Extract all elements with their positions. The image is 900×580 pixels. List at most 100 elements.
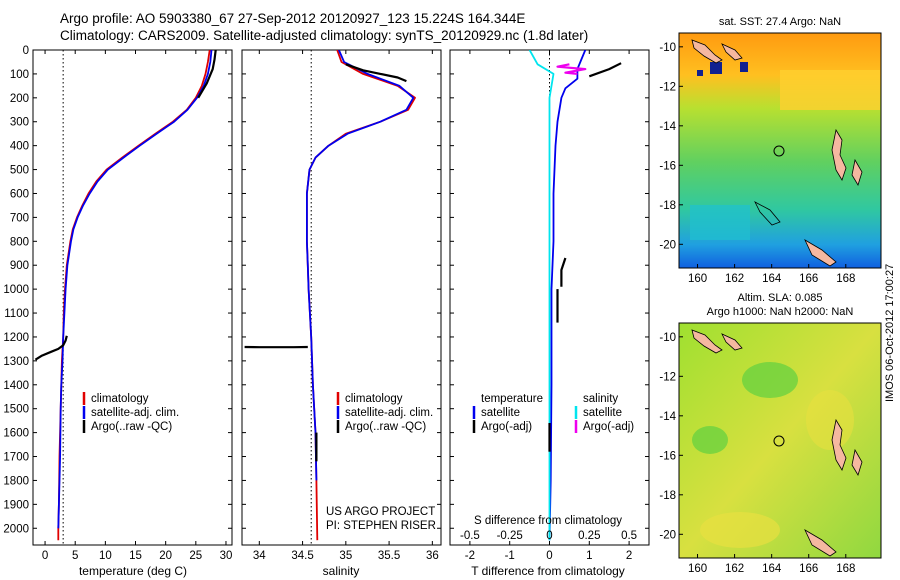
plot-title-line-2: Climatology: CARS2009. Satellite-adjuste… [60,28,589,43]
legend-temperature-argo: Argo(-adj) [481,421,532,433]
legend-satellite-adj: satellite-adj. clim. [91,407,179,419]
salinity-x-tick-label: 35 [339,550,352,562]
sst-dark-pixels [740,62,748,72]
depth-tick-label: 1900 [3,499,29,511]
sst-warm-patch [780,70,880,110]
salinity-legend: climatology satellite-adj. clim. Argo(..… [326,392,436,532]
temperature-x-tick-label: 10 [99,550,112,562]
sla-low-patch [742,362,798,398]
difference-s-tick-label: -0.5 [460,530,480,542]
temperature-series-line [57,50,213,529]
temperature-x-tick-label: 0 [42,550,48,562]
sst-dark-pixels [710,62,722,74]
temperature-panel [32,49,233,546]
coastline [721,43,743,61]
sla-map-title-line-1: Altim. SLA: 0.085 [738,292,823,304]
salinity-x-tick-label: 34 [253,550,266,562]
coastline [831,128,847,181]
depth-tick-label: 500 [10,165,29,177]
difference-xlabel-top: S difference from climatology [474,515,622,527]
depth-tick-label: 1100 [4,308,29,320]
coastline [721,333,743,351]
coastline [831,418,847,471]
depth-tick-label: 2000 [3,523,29,535]
difference-xlabel: T difference from climatology [471,564,625,578]
map-lon-tick-label: 162 [725,273,744,285]
coastline [804,239,837,267]
map-lat-tick-label: -10 [659,332,676,344]
map-lat-tick-label: -20 [659,239,676,251]
temperature-series-line [197,50,217,99]
temperature-x-tick-label: 15 [129,550,142,562]
map-lat-tick-label: -16 [659,450,676,462]
map-lon-tick-label: 166 [799,273,818,285]
coastline [804,529,837,557]
difference-series-line [588,62,622,78]
sst-map [678,32,882,269]
map-lat-tick-label: -16 [659,160,676,172]
argo-position-marker [773,145,785,157]
legend-salinity-argo: Argo(-adj) [583,421,634,433]
difference-series-line [560,257,567,287]
depth-tick-label: 700 [10,212,29,224]
map-lon-tick-label: 168 [836,273,855,285]
sst-map-title: sat. SST: 27.4 Argo: NaN [719,16,841,28]
depth-tick-label: 100 [10,69,29,81]
legend-salinity-satellite: satellite [583,407,622,419]
sla-high-patch [700,512,780,548]
difference-legend: temperature satellite Argo(-adj) salinit… [472,393,634,433]
salinity-x-tick-label: 34.5 [291,550,313,562]
map-lat-tick-label: -12 [659,371,676,383]
legend-climatology: climatology [91,393,149,405]
salinity-series-line [305,50,415,481]
map-lon-tick-label: 160 [688,563,707,575]
sla-high-patch [806,390,854,450]
depth-tick-label: 400 [10,141,29,153]
map-lon-tick-label: 164 [762,563,782,575]
difference-series-line [556,63,587,75]
map-lon-tick-label: 168 [836,563,855,575]
difference-x-tick-label: 0 [546,550,552,562]
sst-map-frame [678,32,882,269]
legend-group-salinity: salinity [583,393,618,405]
temperature-legend: climatology satellite-adj. clim. Argo(..… [82,392,179,433]
legend-argo: Argo(..raw -QC) [91,421,172,433]
plot-title-line-1: Argo profile: AO 5903380_67 27-Sep-2012 … [60,11,526,26]
sst-cool-patch [690,205,750,240]
temperature-x-tick-label: 5 [72,550,78,562]
map-lon-tick-label: 160 [688,273,707,285]
difference-s-tick-label: 0.5 [621,530,637,542]
legend-satellite-adj: satellite-adj. clim. [345,407,433,419]
coastline [851,158,863,186]
legend-argo: Argo(..raw -QC) [345,421,426,433]
sla-map-title-line-2: Argo h1000: NaN h2000: NaN [707,306,854,318]
depth-tick-label: 1800 [3,475,29,487]
salinity-x-tick-label: 35.5 [378,550,400,562]
depth-tick-label: 1700 [3,452,29,464]
legend-group-temperature: temperature [481,393,543,405]
map-lon-tick-label: 162 [725,563,744,575]
salinity-series-line [305,50,416,541]
map-lat-tick-label: -14 [659,411,676,423]
temperature-x-tick-label: 30 [220,550,233,562]
depth-tick-label: 1200 [3,332,29,344]
salinity-x-tick-label: 36 [426,550,439,562]
map-lat-tick-label: -18 [659,490,676,502]
difference-s-tick-label: 0.25 [578,530,600,542]
salinity-series-line [345,63,407,83]
difference-s-tick-label: -0.25 [497,530,523,542]
depth-tick-label: 1600 [3,428,29,440]
difference-x-tick-label: 1 [586,550,592,562]
sst-dark-pixels [697,70,703,76]
salinity-xlabel: salinity [323,564,360,578]
coastline [691,329,723,354]
map-lon-tick-label: 166 [799,563,818,575]
temperature-series-line [57,50,211,541]
temperature-x-tick-label: 20 [159,550,172,562]
coastline [754,201,781,226]
sla-map [678,322,882,559]
temperature-x-tick-label: 25 [189,550,202,562]
difference-series-line [548,50,587,541]
depth-tick-label: 1000 [3,284,29,296]
